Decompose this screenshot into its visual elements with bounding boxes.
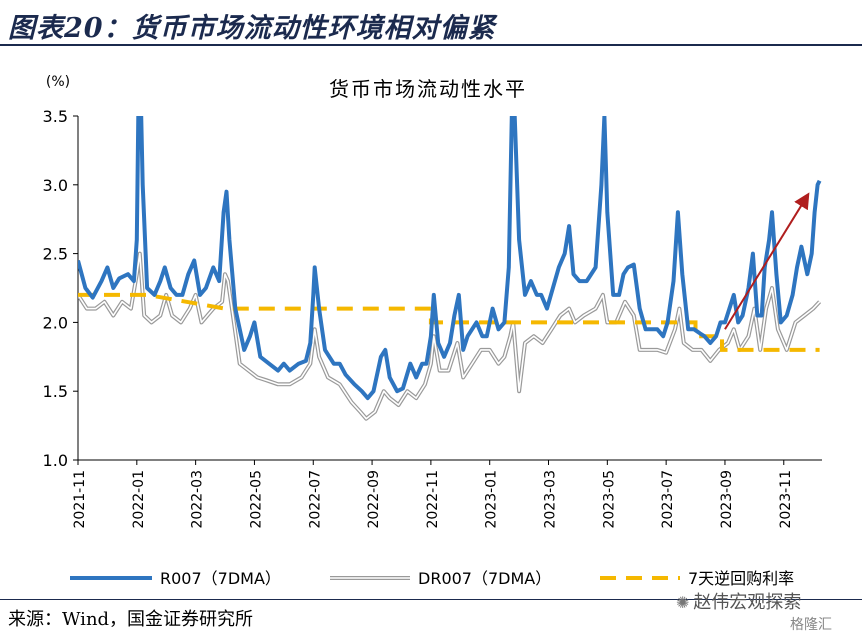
watermark-text: 赵伟宏观探索 [693, 592, 802, 613]
x-tick-label: 2023-03 [543, 470, 559, 529]
wechat-icon: ✺ [676, 593, 690, 612]
bottom-rule [0, 599, 862, 600]
legend-dr007-label: DR007（7DMA） [418, 569, 551, 588]
chart: 货币市场流动性水平 (%) 1.0 1.5 2.0 2.5 3.0 3.5 2021-11 2… [43, 74, 822, 588]
x-tick-label: 2023-11 [778, 470, 794, 529]
y-tick-label: 1.5 [43, 382, 68, 401]
x-tick-label: 2022-03 [190, 470, 206, 529]
x-tick-label: 2023-01 [484, 470, 500, 529]
watermark: ✺ 赵伟宏观探索 [676, 588, 801, 614]
chart-title: 货币市场流动性水平 [329, 77, 527, 101]
series-r007 [78, 116, 822, 401]
x-tick-label: 2023-07 [660, 470, 676, 529]
source-note: 来源：Wind，国金证券研究所 [8, 609, 254, 630]
title-rule [0, 44, 862, 46]
brand-mark: 格隆汇 [790, 617, 832, 633]
y-tick-label: 3.0 [43, 176, 68, 195]
x-tick-label: 2022-11 [425, 470, 441, 529]
x-tick-label: 2023-05 [601, 470, 617, 529]
x-tick-label: 2021-11 [72, 470, 88, 529]
y-tick-label: 3.5 [43, 107, 68, 126]
axes: 1.0 1.5 2.0 2.5 3.0 3.5 2021-11 2022-01 2022-03 2… [43, 107, 822, 529]
legend-r007-label: R007（7DMA） [160, 569, 281, 588]
x-tick-label: 2022-05 [248, 470, 264, 529]
y-unit-label: (%) [46, 74, 70, 90]
y-tick-label: 2.5 [43, 245, 68, 264]
y-tick-label: 1.0 [43, 451, 68, 470]
x-tick-label: 2023-09 [719, 470, 735, 529]
series-reverse-repo [78, 292, 820, 352]
x-tick-label: 2022-01 [131, 470, 147, 529]
trend-arrow [724, 192, 810, 330]
x-tick-label: 2022-07 [307, 470, 323, 529]
y-tick-label: 2.0 [43, 313, 68, 332]
figure-title: 图表20：货币市场流动性环境相对偏紧 [8, 13, 496, 44]
legend: R007（7DMA） DR007（7DMA） 7天逆回购利率 [70, 569, 794, 588]
series-layer [78, 116, 822, 421]
legend-repo-label: 7天逆回购利率 [688, 569, 794, 588]
x-tick-label: 2022-09 [366, 470, 382, 529]
series-dr007-inner [78, 252, 821, 420]
